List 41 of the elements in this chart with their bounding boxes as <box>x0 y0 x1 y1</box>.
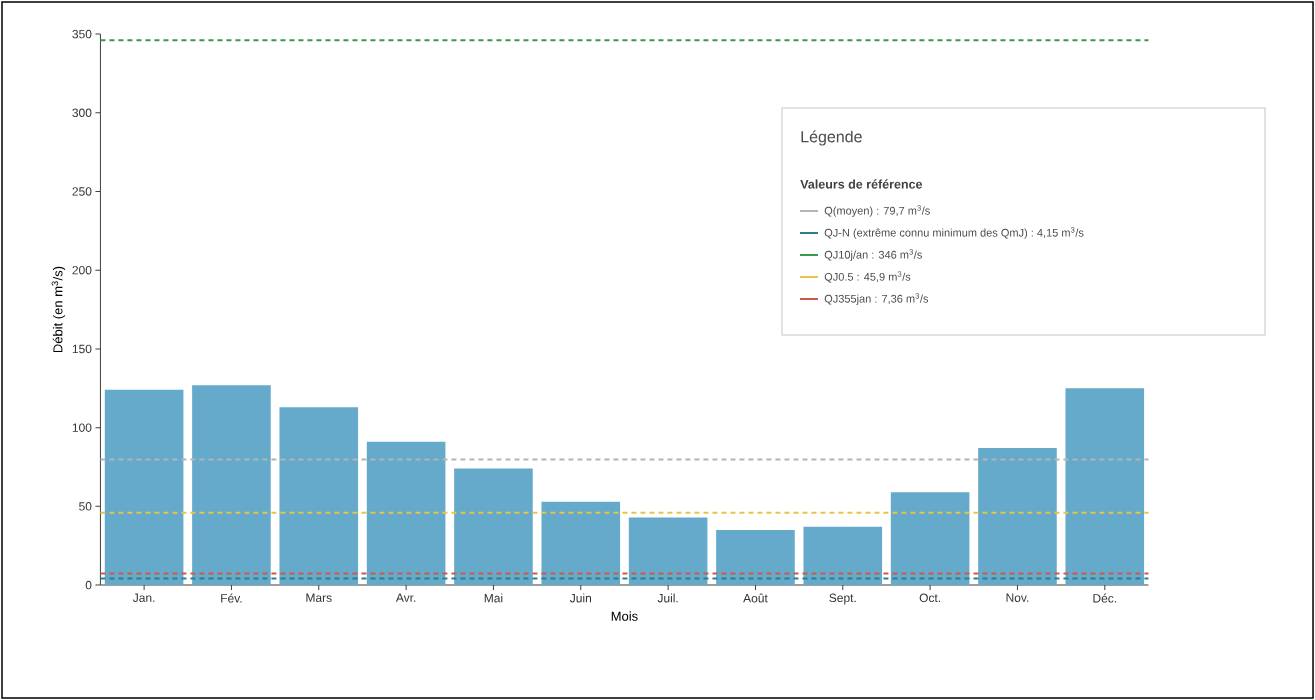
x-tick-label: Oct. <box>919 593 941 603</box>
bar <box>978 448 1057 586</box>
x-tick-label: Sept. <box>829 593 856 605</box>
bar <box>454 468 533 586</box>
y-tick-label: 100 <box>72 423 92 432</box>
annotation: Valeurs de référence <box>800 179 923 189</box>
legend-title: Légende <box>801 130 862 146</box>
y-axis-title: Débit (en m$^{3}$/s) <box>51 266 66 353</box>
x-tick-label: Nov. <box>1006 593 1029 602</box>
bar <box>803 526 883 586</box>
legend-label: Q(moyen) : 79,7 m$^{3}$/s <box>824 205 930 217</box>
bar <box>541 501 621 586</box>
legend-label: QJ0.5 : 45,9 m$^{3}$/s <box>824 271 911 283</box>
bar <box>366 441 446 586</box>
x-tick-label: Mai <box>484 593 503 603</box>
bar <box>628 517 708 586</box>
bar <box>192 385 271 586</box>
x-tick-label: Mars <box>306 593 332 602</box>
y-tick-label: 0 <box>85 580 92 590</box>
x-tick-label: Juil. <box>657 593 678 603</box>
bar <box>1065 388 1145 586</box>
y-tick-label: 50 <box>79 502 92 511</box>
x-tick-label: Déc. <box>1093 593 1117 603</box>
legend-label: QJ-N (extrême connu minimum des QmJ) : 4,15 m$^{3}$/s <box>824 227 1084 239</box>
x-tick-label: Jan. <box>132 593 155 602</box>
legend-label: QJ10j/an : 346 m$^{3}$/s <box>824 249 922 261</box>
bar <box>890 492 970 586</box>
x-tick-label: Juin <box>569 593 591 603</box>
y-tick-label: 350 <box>72 29 92 39</box>
x-tick-label: Avr. <box>395 593 416 602</box>
y-tick-label: 150 <box>72 344 92 354</box>
x-axis-title: Mois <box>611 611 638 621</box>
x-tick-label: Fév. <box>221 593 242 603</box>
bar <box>716 529 795 586</box>
y-tick-label: 250 <box>72 187 92 196</box>
bar <box>104 389 184 586</box>
y-tick-label: 200 <box>72 265 92 275</box>
x-tick-label: Août <box>743 593 768 603</box>
legend-label: QJ355jan : 7,36 m$^{3}$/s <box>824 293 929 305</box>
bar <box>279 407 359 586</box>
y-tick-label: 300 <box>72 108 92 118</box>
